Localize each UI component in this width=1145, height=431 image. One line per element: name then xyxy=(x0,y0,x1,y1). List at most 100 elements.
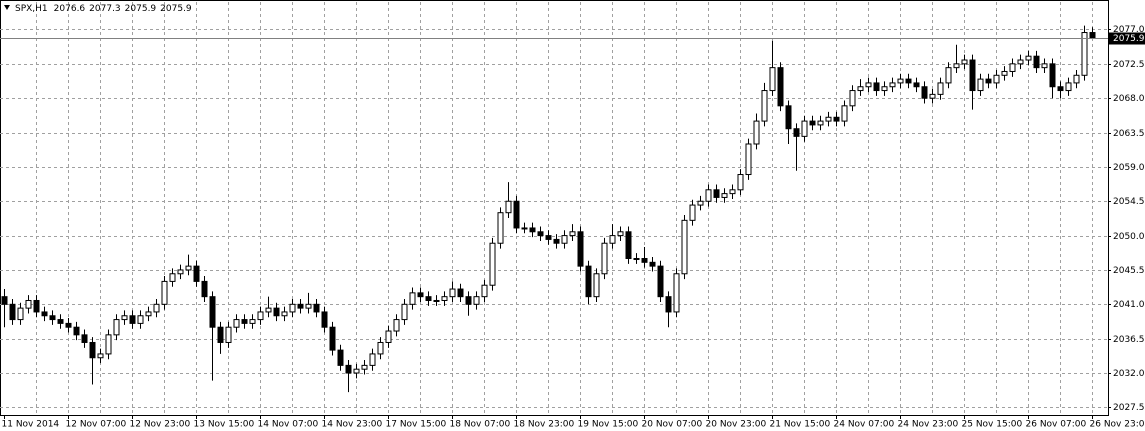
candle-body xyxy=(409,292,416,305)
candle-body xyxy=(17,307,24,321)
y-tick-label: 2045.5 xyxy=(1113,266,1145,276)
candle-body xyxy=(785,105,792,130)
candle-body xyxy=(985,78,992,84)
candle-body xyxy=(1025,55,1032,61)
candle-body xyxy=(473,296,480,305)
candle-body xyxy=(1001,70,1008,76)
candle-body xyxy=(633,258,640,261)
candle-body xyxy=(801,120,808,137)
candle-body xyxy=(1073,74,1080,84)
candle-body xyxy=(329,326,336,351)
candle-body xyxy=(201,280,208,298)
candle-body xyxy=(345,364,352,374)
candle-body xyxy=(705,189,712,202)
last-close: 2075.9 xyxy=(160,4,192,14)
candle-body xyxy=(961,59,968,65)
candle-body xyxy=(1009,63,1016,72)
candle-body xyxy=(977,78,984,92)
candle-body xyxy=(777,67,784,107)
candle-body xyxy=(169,273,176,282)
candle-body xyxy=(585,265,592,298)
x-tick-label: 11 Nov 2014 xyxy=(2,420,60,430)
candle-body xyxy=(9,303,16,321)
y-tick-label: 2059.0 xyxy=(1113,163,1145,173)
candle-body xyxy=(817,120,824,126)
candle-body xyxy=(857,86,864,92)
x-tick-label: 14 Nov 23:00 xyxy=(322,420,383,430)
y-tick-label: 2072.5 xyxy=(1113,60,1145,70)
candle-body xyxy=(249,319,256,324)
candle-body xyxy=(913,82,920,88)
candle-body xyxy=(265,307,272,313)
candles xyxy=(1,25,1096,393)
candle-body xyxy=(441,296,448,301)
candle-body xyxy=(993,74,1000,84)
candle-body xyxy=(385,330,392,343)
candle-body xyxy=(1057,86,1064,92)
candle-body xyxy=(569,231,576,237)
candle-body xyxy=(289,303,296,313)
y-tick-label: 2077.0 xyxy=(1113,25,1145,35)
y-tick-label: 2032.0 xyxy=(1113,369,1145,379)
header: SPX,H1 2076.6 2077.3 2075.9 2075.9 xyxy=(15,4,192,14)
candle-body xyxy=(617,231,624,237)
y-tick-label: 2036.5 xyxy=(1113,335,1145,345)
candle-body xyxy=(625,231,632,260)
candle-body xyxy=(465,296,472,305)
candle-body xyxy=(945,67,952,84)
candle-body xyxy=(185,265,192,271)
candle-body xyxy=(1017,59,1024,65)
candle-body xyxy=(49,315,56,321)
candle-body xyxy=(73,326,80,336)
candle-body xyxy=(457,288,464,298)
candle-body xyxy=(481,284,488,298)
x-tick-label: 26 Nov 23:00 xyxy=(1090,420,1145,430)
candle-body xyxy=(721,193,728,198)
candle-body xyxy=(1,296,8,305)
candle-body xyxy=(33,299,40,313)
last-low: 2075.9 xyxy=(125,4,157,14)
price-label-box xyxy=(1109,32,1145,45)
candle-body xyxy=(89,341,96,359)
candle-body xyxy=(553,238,560,244)
candle-body xyxy=(313,303,320,313)
candle-body xyxy=(881,86,888,92)
candle-body xyxy=(121,315,128,321)
candle-body xyxy=(113,319,120,336)
candle-body xyxy=(153,303,160,313)
candle-body xyxy=(65,322,72,328)
candle-body xyxy=(25,299,32,309)
candle-body xyxy=(753,120,760,145)
candle-body xyxy=(361,364,368,370)
y-tick-label: 2063.5 xyxy=(1113,129,1145,139)
candle-body xyxy=(809,120,816,126)
candle-body xyxy=(825,116,832,122)
y-tick-label: 2054.5 xyxy=(1113,197,1145,207)
candle-body xyxy=(137,315,144,324)
candle-body xyxy=(97,353,104,359)
price-label: 2075.9 xyxy=(1113,34,1145,44)
candle-body xyxy=(561,235,568,244)
candle-body xyxy=(513,200,520,229)
candle-body xyxy=(761,90,768,122)
candle-body xyxy=(177,269,184,275)
candle-body xyxy=(1065,82,1072,92)
candle-body xyxy=(681,219,688,275)
candle-body xyxy=(593,273,600,298)
candle-body xyxy=(57,319,64,324)
candle-body xyxy=(737,174,744,191)
candle-body xyxy=(161,280,168,305)
candle-body xyxy=(81,334,88,343)
candle-body xyxy=(649,261,656,267)
candle-body xyxy=(233,319,240,328)
candle-body xyxy=(529,227,536,233)
candle-body xyxy=(321,311,328,328)
x-tick-label: 18 Nov 23:00 xyxy=(514,420,575,430)
candle-body xyxy=(193,265,200,282)
candle-body xyxy=(497,212,504,244)
candle-body xyxy=(833,116,840,122)
x-tick-label: 12 Nov 07:00 xyxy=(66,420,127,430)
x-tick-label: 17 Nov 15:00 xyxy=(386,420,447,430)
candle-body xyxy=(689,204,696,221)
